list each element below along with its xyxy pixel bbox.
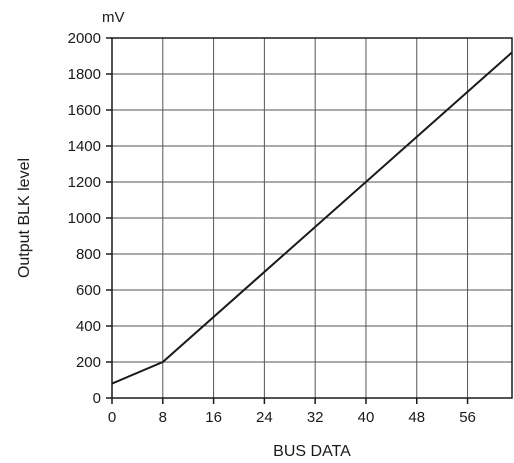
y-tick-label-3: 600 bbox=[76, 282, 101, 299]
x-tick-label-0: 0 bbox=[108, 409, 116, 426]
grid bbox=[112, 38, 512, 398]
x-tick-label-3: 24 bbox=[256, 409, 273, 426]
x-axis-label: BUS DATA bbox=[273, 443, 351, 460]
x-tick-label-5: 40 bbox=[358, 409, 375, 426]
y-tick-label-4: 800 bbox=[76, 246, 101, 263]
y-tick-label-6: 1200 bbox=[68, 174, 101, 191]
x-tick-label-4: 32 bbox=[307, 409, 324, 426]
y-axis-label: Output BLK level bbox=[16, 158, 33, 278]
series-line-0 bbox=[111, 51, 513, 385]
y-tick-label-2: 400 bbox=[76, 318, 101, 335]
y-tick-label-7: 1400 bbox=[68, 138, 101, 155]
x-tick-label-2: 16 bbox=[205, 409, 222, 426]
y-unit-label: mV bbox=[102, 9, 125, 26]
y-tick-label-1: 200 bbox=[76, 354, 101, 371]
y-tick-label-9: 1800 bbox=[68, 66, 101, 83]
x-tick-label-1: 8 bbox=[159, 409, 167, 426]
series-group bbox=[111, 51, 513, 385]
x-tick-label-6: 48 bbox=[408, 409, 425, 426]
y-tick-label-0: 0 bbox=[93, 390, 101, 407]
axis-ticks: 0 8 16 24 32 40 48 56 0 200 400 600 800 1000 1200 1400 1… bbox=[68, 30, 476, 426]
y-tick-label-10: 2000 bbox=[68, 30, 101, 47]
y-tick-label-5: 1000 bbox=[68, 210, 101, 227]
x-tick-label-7: 56 bbox=[459, 409, 476, 426]
y-tick-label-8: 1600 bbox=[68, 102, 101, 119]
